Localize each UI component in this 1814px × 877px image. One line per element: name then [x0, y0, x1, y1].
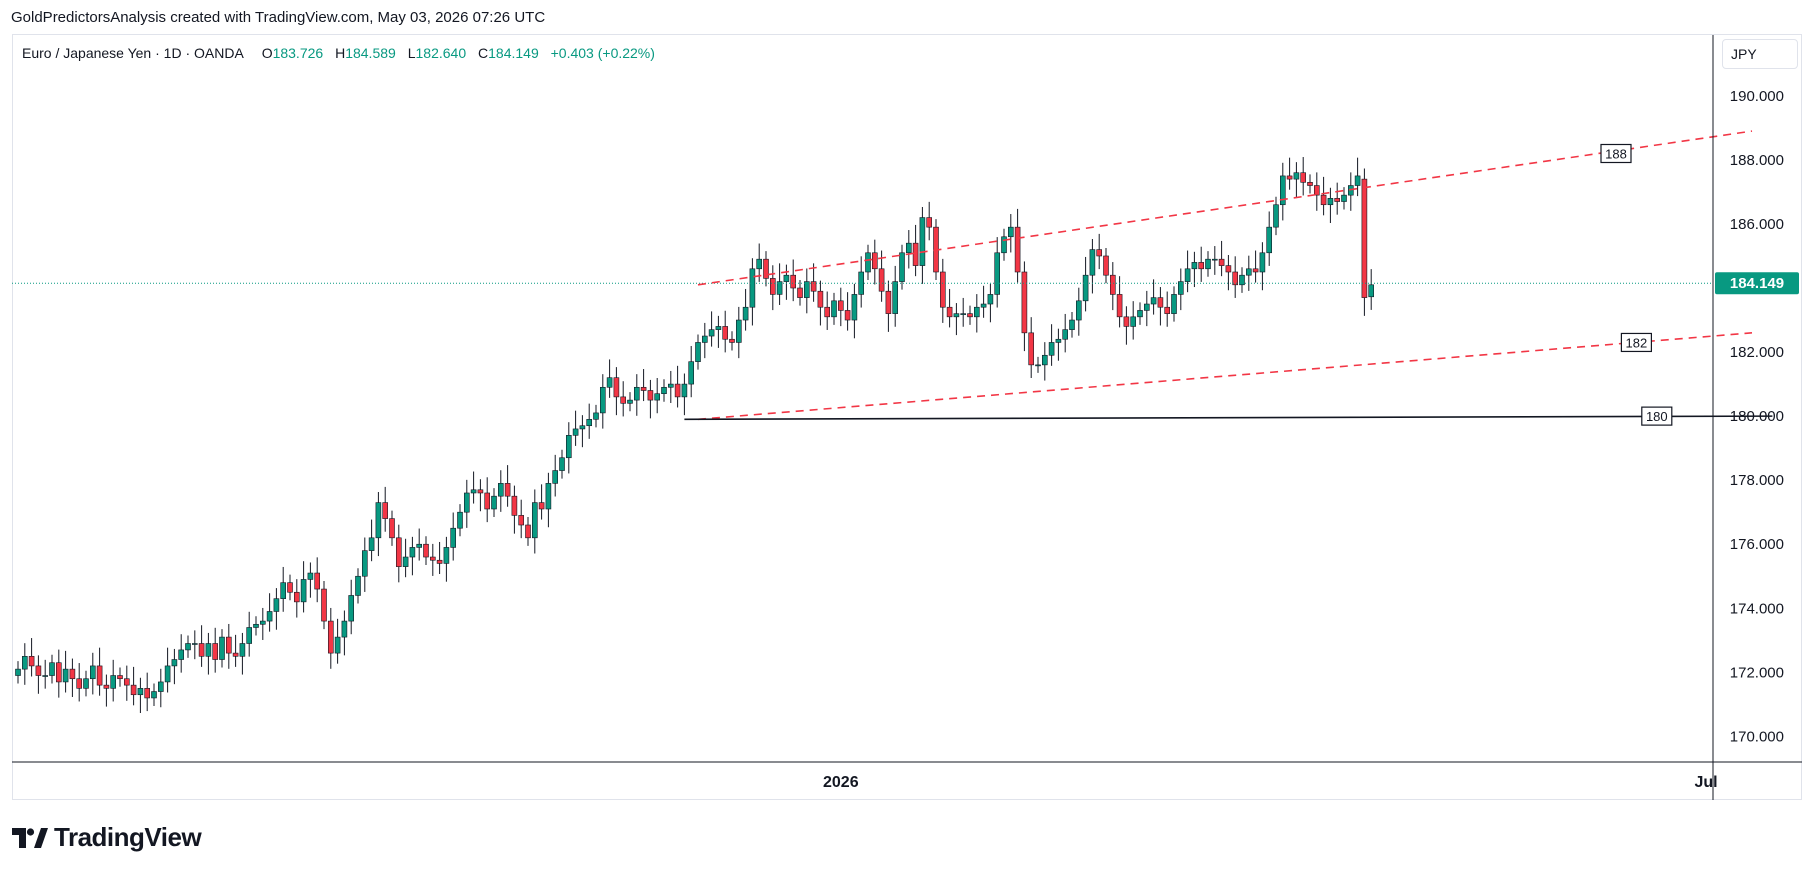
close-label: C — [478, 45, 489, 61]
tradingview-wordmark: TradingView — [54, 822, 202, 852]
tradingview-logo-icon — [12, 827, 48, 848]
tradingview-logo[interactable]: TradingView — [12, 822, 202, 853]
currency-selector[interactable]: JPY — [1722, 39, 1798, 69]
change-value: +0.403 (+0.22%) — [550, 45, 655, 61]
open-value: 183.726 — [272, 45, 324, 61]
high-label: H — [335, 45, 346, 61]
open-label: O — [261, 45, 273, 61]
close-value: 184.149 — [488, 45, 539, 61]
symbol-legend[interactable]: Euro / Japanese Yen · 1D · OANDA O183.72… — [22, 45, 655, 61]
high-value: 184.589 — [345, 45, 396, 61]
symbol-description: Euro / Japanese Yen · 1D · OANDA — [22, 45, 244, 61]
low-value: 182.640 — [415, 45, 467, 61]
chart-header-caption: GoldPredictorsAnalysis created with Trad… — [11, 9, 546, 26]
low-label: L — [407, 45, 416, 61]
chart-frame[interactable] — [12, 34, 1802, 800]
